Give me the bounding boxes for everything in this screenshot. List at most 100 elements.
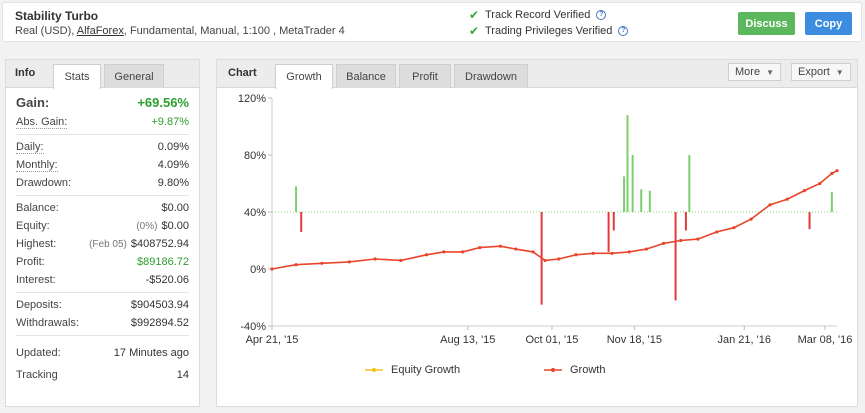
positive-bar <box>295 186 298 212</box>
growth-point <box>543 258 547 263</box>
growth-point <box>442 250 446 254</box>
growth-point <box>768 203 772 207</box>
track-record-verified: ✔ Track Record Verified ? <box>469 8 607 22</box>
legend-equity-growth[interactable]: Equity Growth <box>365 364 460 376</box>
growth-point <box>461 250 465 254</box>
tab-general[interactable]: General <box>104 64 164 88</box>
abs-gain-row: Abs. Gain: +9.87% <box>16 113 189 131</box>
system-description: Real (USD), AlfaForex, Fundamental, Manu… <box>15 25 345 37</box>
growth-point <box>802 189 806 193</box>
check-icon: ✔ <box>469 8 480 22</box>
cashflow-group: Deposits: $904503.94 Withdrawals: $99289… <box>16 293 189 336</box>
monthly-row: Monthly: 4.09% <box>16 156 189 174</box>
balance-label: Balance: <box>16 202 59 214</box>
withdrawals-value: $992894.52 <box>130 317 189 329</box>
deposits-row: Deposits: $904503.94 <box>16 296 189 314</box>
y-tick-label: 0% <box>250 264 266 276</box>
withdrawals-row: Withdrawals: $992894.52 <box>16 314 189 332</box>
broker-link[interactable]: AlfaForex <box>76 25 124 37</box>
daily-label[interactable]: Daily: <box>16 140 44 154</box>
y-tick-label: 120% <box>238 93 266 105</box>
highest-value: $408752.94 <box>130 238 189 250</box>
rates-group: Daily: 0.09% Monthly: 4.09% Drawdown: 9.… <box>16 135 189 196</box>
highest-note: (Feb 05) <box>89 239 127 250</box>
abs-gain-value: +9.87% <box>151 116 189 128</box>
trading-privileges-verified: ✔ Trading Privileges Verified ? <box>469 24 629 38</box>
x-tick-label: Apr 21, '15 <box>246 334 299 346</box>
equity-note: (0%) <box>136 221 158 232</box>
interest-label: Interest: <box>16 274 56 286</box>
balance-value: $0.00 <box>161 202 189 214</box>
growth-chart[interactable]: 120% 80% 40% 0% -40%Apr 21, '15 Aug 13, '15 Oc… <box>217 88 857 358</box>
discuss-button[interactable]: Discuss <box>738 12 795 35</box>
system-name: Stability Turbo <box>15 9 99 23</box>
growth-point <box>347 260 351 264</box>
growth-point <box>679 238 683 243</box>
drawdown-value: 9.80% <box>157 177 189 189</box>
growth-point <box>696 237 700 241</box>
growth-point <box>531 250 535 254</box>
x-tick-label: Aug 13, '15 <box>440 334 495 346</box>
growth-point <box>785 197 789 201</box>
daily-row: Daily: 0.09% <box>16 138 189 156</box>
tab-stats[interactable]: Stats <box>53 64 101 89</box>
growth-point <box>661 241 666 245</box>
equity-label: Equity: <box>16 220 50 232</box>
drawdown-label: Drawdown: <box>16 177 72 189</box>
chart-tabbar: Chart Growth Balance Profit Drawdown Mor… <box>217 60 857 89</box>
profit-label: Profit: <box>16 256 45 268</box>
deposits-label: Deposits: <box>16 299 62 311</box>
balance-row: Balance: $0.00 <box>16 199 189 217</box>
growth-point <box>514 247 518 251</box>
drawdown-row: Drawdown: 9.80% <box>16 174 189 192</box>
help-icon[interactable]: ? <box>618 26 629 36</box>
tracking-row: Tracking 14 <box>16 364 189 386</box>
tab-growth[interactable]: Growth <box>275 64 333 89</box>
chart-panel: Chart Growth Balance Profit Drawdown Mor… <box>216 59 858 407</box>
export-dropdown[interactable]: Export ▼ <box>791 63 851 81</box>
negative-bar <box>674 212 677 301</box>
interest-row: Interest: -$520.06 <box>16 271 189 289</box>
growth-point <box>610 251 614 255</box>
growth-point <box>294 263 298 267</box>
x-tick-label: Jan 21, '16 <box>718 334 771 346</box>
growth-point <box>399 258 403 263</box>
y-tick-label: 80% <box>244 150 266 162</box>
chevron-down-icon: ▼ <box>835 67 844 77</box>
growth-series-line <box>271 169 838 270</box>
meta-group: Updated: 17 Minutes ago Tracking 14 <box>16 336 189 389</box>
positive-bar <box>631 155 634 212</box>
tab-drawdown[interactable]: Drawdown <box>454 64 528 88</box>
tab-profit[interactable]: Profit <box>399 64 451 88</box>
tab-balance[interactable]: Balance <box>336 64 396 88</box>
interest-value: -$520.06 <box>145 274 189 286</box>
monthly-label[interactable]: Monthly: <box>16 158 58 172</box>
info-panel: Info Stats General Gain: +69.56% Abs. Ga… <box>5 59 200 407</box>
abs-gain-label[interactable]: Abs. Gain: <box>16 115 68 129</box>
withdrawals-label: Withdrawals: <box>16 317 79 329</box>
tracking-value: 14 <box>176 369 189 381</box>
positive-bar <box>640 189 643 212</box>
updated-label: Updated: <box>16 347 61 359</box>
updated-value: 17 Minutes ago <box>113 347 189 359</box>
check-icon: ✔ <box>469 24 480 38</box>
growth-point <box>715 230 719 234</box>
help-icon[interactable]: ? <box>596 10 607 20</box>
equity-value-wrap: (0%) $0.00 <box>136 220 189 232</box>
profit-row: Profit: $89186.72 <box>16 253 189 271</box>
legend-growth[interactable]: Growth <box>544 364 605 376</box>
growth-point <box>478 246 482 250</box>
gain-value: +69.56% <box>137 94 189 110</box>
growth-point <box>749 217 753 221</box>
equity-value: $0.00 <box>161 220 189 232</box>
more-dropdown[interactable]: More ▼ <box>728 63 781 81</box>
growth-point <box>591 251 595 255</box>
y-tick-label: -40% <box>240 321 266 333</box>
positive-bar <box>648 190 651 212</box>
balance-group: Balance: $0.00 Equity: (0%) $0.00 Highest… <box>16 196 189 293</box>
gain-group: Gain: +69.56% Abs. Gain: +9.87% <box>16 88 189 135</box>
profit-value: $89186.72 <box>137 256 189 268</box>
growth-point <box>498 244 503 248</box>
tracking-label: Tracking <box>16 369 58 381</box>
copy-button[interactable]: Copy <box>805 12 852 35</box>
